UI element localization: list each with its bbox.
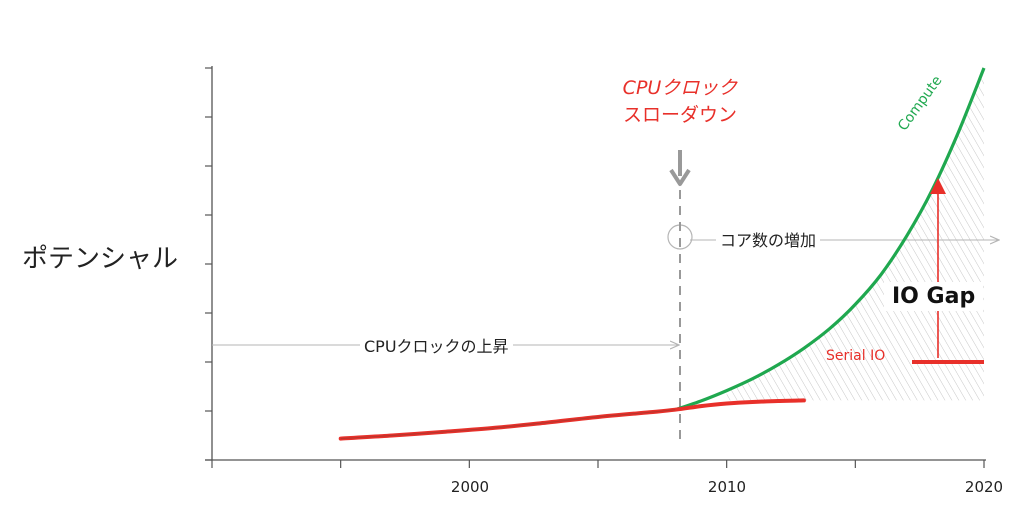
clock-rise-label: CPUクロックの上昇 xyxy=(360,333,513,357)
slowdown-line-1: CPUクロック xyxy=(622,77,738,99)
x-tick-label-2010: 2010 xyxy=(707,478,747,496)
x-tick-label-2000: 2000 xyxy=(450,478,490,496)
io-gap-label: IO Gap xyxy=(884,282,984,311)
core-increase-label: コア数の増加 xyxy=(716,227,821,251)
x-ticks xyxy=(211,460,985,468)
y-axis-label: ポテンシャル xyxy=(22,244,179,274)
x-tick-label-2020: 2020 xyxy=(964,478,1004,496)
slowdown-line-2: スローダウン xyxy=(622,104,737,126)
slowdown-arrow-head xyxy=(669,168,691,186)
slowdown-annotation: CPUクロック スローダウン xyxy=(612,75,748,129)
series-overlap-line xyxy=(340,409,676,440)
io-gap-area xyxy=(726,68,984,401)
y-ticks xyxy=(205,67,212,461)
series-serial-io-label: Serial IO xyxy=(826,348,886,364)
